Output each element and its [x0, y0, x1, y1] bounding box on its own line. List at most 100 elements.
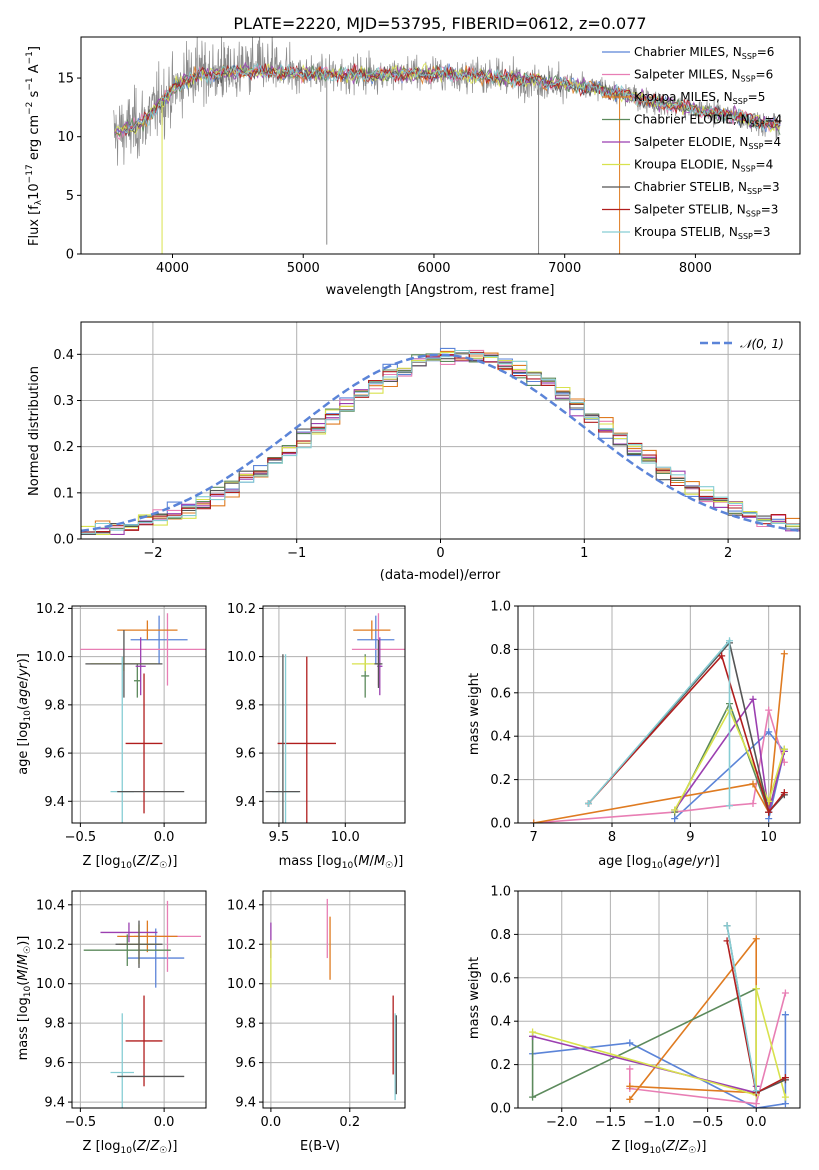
- legend-label: Salpeter MILES, NSSP=6: [634, 68, 773, 84]
- weight-z-point-marker: [723, 922, 731, 930]
- age-z-ytick-label: 9.6: [44, 747, 65, 762]
- legend-label: Kroupa ELODIE, NSSP=4: [634, 158, 773, 174]
- weight-z-xtick-label: 0.0: [746, 1115, 767, 1130]
- mass-ebv-ytick-label: 10.0: [227, 977, 256, 992]
- weight-age-series-salpeter-miles: [533, 709, 786, 823]
- weight-age-point-marker: [765, 728, 773, 736]
- mass-z-xtick-label: 0.0: [154, 1115, 175, 1130]
- histogram-ytick-label: 0.4: [53, 348, 74, 363]
- clip-weight-age-area: [530, 637, 788, 823]
- weight-z-ytick-label: 0.4: [490, 1015, 511, 1030]
- weight-age-point-marker: [765, 808, 773, 816]
- weight-age-ytick-label: 0.8: [490, 643, 511, 658]
- weight-z-series-chabrier-miles: [532, 1014, 787, 1108]
- age-z-ytick-label: 10.2: [36, 602, 65, 617]
- histogram-ytick-label: 0.3: [53, 394, 74, 409]
- weight-age-point-marker: [749, 695, 757, 703]
- weight-z-frame: [517, 890, 801, 1109]
- normal-distribution-curve: [81, 353, 800, 533]
- weight-z-point-marker: [626, 1039, 634, 1047]
- spectrum-xtick-label: 4000: [156, 261, 189, 276]
- weight-age-point-marker: [765, 815, 773, 823]
- mass-weight-vs-metallicity-panel: −2.0 −1.5 −1.0 −0.5 0.0 0.0 0.2 0.4 0.6 0.8 1.0 Z …: [467, 885, 801, 1156]
- weight-z-point-marker: [781, 1093, 789, 1101]
- mass-z-ytick-label: 10.4: [36, 898, 65, 913]
- legend-label: Kroupa MILES, NSSP=5: [634, 90, 765, 106]
- age-mass-frame: [262, 605, 406, 824]
- legend-label: Kroupa STELIB, NSSP=3: [634, 225, 771, 241]
- weight-age-xtick-label: 7: [530, 830, 538, 845]
- clip-mass-z-area: [83, 900, 201, 1108]
- spectrum-xtick-label: 6000: [417, 261, 450, 276]
- age-mass-xlabel: mass [log10(M/M☉)]: [279, 854, 404, 871]
- weight-age-series-kroupa-miles: [533, 653, 786, 823]
- clip-hist-area: [81, 347, 800, 535]
- weight-z-ytick-label: 0.2: [490, 1058, 511, 1073]
- mass-z-ytick-label: 10.2: [36, 938, 65, 953]
- age-z-grid: [72, 606, 206, 823]
- histogram-kroupa-stelib: [81, 349, 800, 534]
- mass-z-ytick-label: 9.6: [44, 1056, 65, 1071]
- clip-mass-ebv-area: [270, 898, 397, 1101]
- weight-age-point-marker: [671, 815, 679, 823]
- weight-z-grid: [518, 890, 800, 1109]
- clip-age-z-area: [80, 613, 206, 823]
- weight-z-series-kroupa-elodie: [532, 988, 787, 1098]
- spectrum-title: PLATE=2220, MJD=53795, FIBERID=0612, z=0…: [233, 14, 646, 33]
- histogram-xtick-label: −1: [287, 546, 306, 561]
- weight-z-point-marker: [752, 935, 760, 943]
- weight-z-point-marker: [529, 1093, 537, 1101]
- age-z-frame: [71, 605, 207, 824]
- mass-z-frame: [71, 890, 207, 1109]
- weight-age-point-marker: [780, 745, 788, 753]
- spectrum-xtick-label: 8000: [679, 261, 712, 276]
- mass-ebv-ytick-label: 9.8: [235, 1017, 256, 1032]
- weight-age-series-kroupa-elodie: [673, 708, 786, 811]
- mass-vs-extinction-panel: 0.0 0.2 9.4 9.6 9.8 10.0 10.2 10.4 E(B-V): [227, 890, 406, 1154]
- age-mass-ytick-label: 10.0: [227, 650, 256, 665]
- histogram-ylabel: Normed distribution: [27, 366, 42, 496]
- weight-z-point-marker: [752, 1087, 760, 1095]
- residual-histogram-panel: −2 −1 0 1 2 0.0 0.1 0.2 0.3 0.4 𝒩(0, 1) (data-mode…: [27, 321, 801, 583]
- legend-label: Salpeter STELIB, NSSP=3: [634, 203, 778, 219]
- weight-age-frame: [517, 605, 801, 824]
- histogram-chabrier-stelib: [81, 352, 800, 535]
- weight-z-point-marker: [752, 1100, 760, 1108]
- spectrum-xlabel: wavelength [Angstrom, rest frame]: [326, 283, 555, 298]
- histogram-ytick-label: 0.2: [53, 440, 74, 455]
- weight-z-xtick-label: −0.5: [692, 1115, 724, 1130]
- weight-age-point-marker: [718, 652, 726, 660]
- weight-age-xtick-label: 10: [760, 830, 777, 845]
- mass-z-xtick-label: −0.5: [65, 1115, 97, 1130]
- mass-ebv-ytick-label: 9.4: [235, 1096, 256, 1111]
- mass-ebv-xtick-label: 0.0: [261, 1115, 282, 1130]
- spectrum-xtick-label: 7000: [548, 261, 581, 276]
- age-vs-metallicity-panel: −0.5 0.0 9.4 9.6 9.8 10.0 10.2 Z [log10(Z/Z☉)]…: [16, 602, 207, 871]
- weight-z-xtick-label: −1.5: [595, 1115, 627, 1130]
- legend-label: Chabrier ELODIE, NSSP=4: [634, 113, 782, 129]
- spectrum-ytick-label: 5: [66, 189, 74, 204]
- histogram-xtick-label: 2: [724, 546, 732, 561]
- spectrum-ylabel: Flux [fλ10−17 erg cm−2 s−1 A−1]: [25, 46, 44, 246]
- age-z-xtick-label: 0.0: [154, 830, 175, 845]
- age-z-xlabel: Z [log10(Z/Z☉)]: [83, 854, 178, 871]
- weight-age-series-chabrier-miles: [674, 730, 786, 820]
- clip-age-mass-area: [265, 613, 405, 823]
- age-mass-ytick-label: 10.2: [227, 602, 256, 617]
- mass-ebv-xtick-label: 0.2: [339, 1115, 360, 1130]
- weight-age-point-marker: [726, 637, 733, 645]
- clip-spec-area: [113, 37, 781, 254]
- weight-z-point-marker: [781, 1074, 789, 1082]
- mass-z-ytick-label: 9.4: [44, 1096, 65, 1111]
- mass-z-ytick-label: 10.0: [36, 977, 65, 992]
- age-mass-ytick-label: 9.4: [235, 795, 256, 810]
- age-z-ytick-label: 9.4: [44, 795, 65, 810]
- spectrum-ytick-label: 15: [57, 72, 74, 87]
- weight-age-series-salpeter-elodie: [674, 697, 786, 813]
- legend-label: Chabrier MILES, NSSP=6: [634, 45, 774, 61]
- mass-weight-vs-age-panel: 7 8 9 10 0.0 0.2 0.4 0.6 0.8 1.0 age [log10(age/y…: [467, 600, 801, 871]
- weight-age-point-marker: [585, 799, 592, 807]
- weight-z-point-marker: [781, 1011, 789, 1019]
- weight-z-ytick-label: 0.8: [490, 928, 511, 943]
